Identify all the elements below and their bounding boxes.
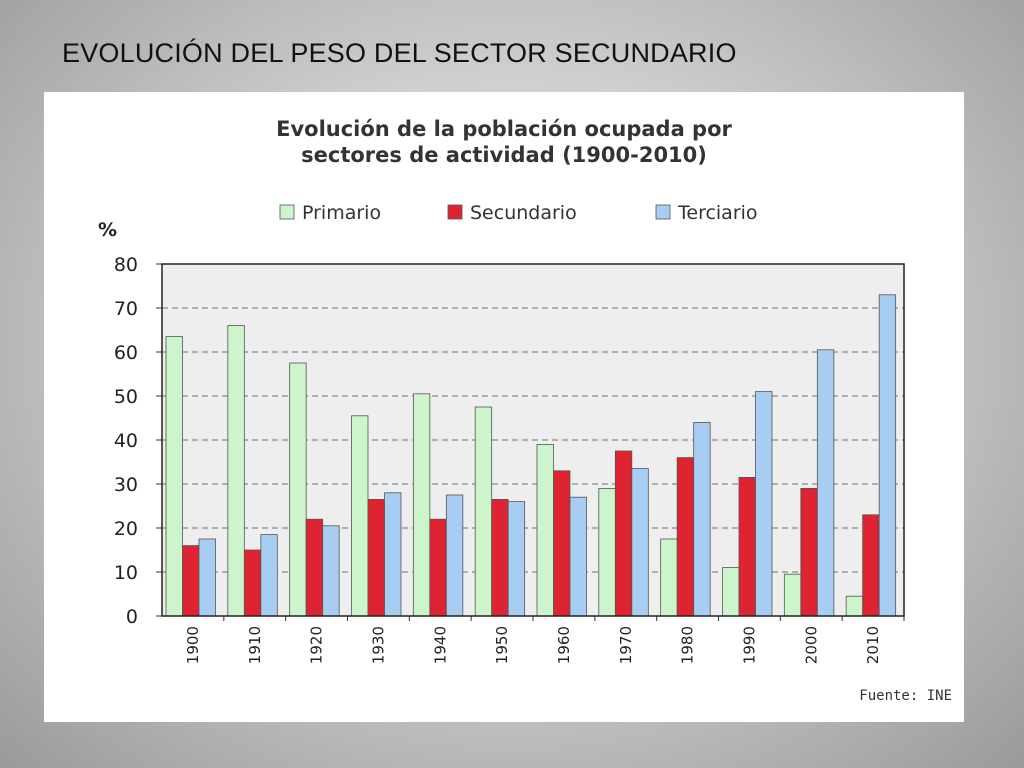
bar-primario-1920: [289, 362, 307, 617]
bar-terciario-1900: [198, 538, 216, 617]
legend-swatch-primario: [279, 204, 295, 220]
y-tick-label: 20: [114, 518, 138, 540]
y-axis-unit-label: %: [98, 219, 117, 241]
bar-terciario-1930: [384, 492, 402, 617]
y-tick-label: 10: [114, 562, 138, 584]
bar-secundario-1930: [367, 498, 385, 617]
legend-swatch-terciario: [655, 204, 671, 220]
bar-terciario-1920: [322, 525, 340, 617]
y-tick-label: 0: [126, 606, 138, 628]
x-category-label: 1960: [555, 626, 573, 664]
plot-border: [161, 263, 905, 617]
chart-title-line-1: Evolución de la población ocupada por: [276, 117, 732, 141]
bar-secundario-1960: [553, 470, 571, 617]
bar-terciario-1980: [693, 421, 711, 617]
x-category-label: 1970: [617, 626, 635, 664]
bar-secundario-1970: [614, 450, 633, 617]
x-category-label: 1930: [369, 626, 387, 664]
bar-secundario-1910: [243, 549, 262, 617]
bar-terciario-1960: [569, 496, 587, 617]
bar-secundario-1920: [305, 518, 324, 617]
plot-area: 0 10 20 30 40 50 60 70 80 1900 1910 1920 1930 1940 195…: [114, 254, 905, 664]
bar-primario-1940: [412, 393, 431, 617]
bar-secundario-1950: [491, 498, 509, 617]
bar-primario-1910: [227, 325, 245, 617]
y-tick-label: 50: [114, 386, 138, 408]
bar-primario-1900: [165, 336, 183, 617]
y-tick-label: 30: [114, 474, 138, 496]
x-category-label: 1940: [431, 626, 449, 664]
legend-label-secundario: Secundario: [470, 202, 577, 224]
bar-terciario-1940: [445, 494, 464, 617]
y-tick-label: 80: [114, 254, 138, 276]
x-category-label: 2010: [864, 626, 882, 664]
bar-primario-1950: [474, 406, 493, 617]
bar-terciario-1950: [507, 501, 526, 617]
bar-secundario-2000: [800, 487, 818, 617]
x-category-label: 1950: [493, 626, 511, 664]
bar-terciario-2000: [816, 349, 835, 617]
chart-legend: Primario Secundario Terciario: [279, 202, 758, 224]
chart-source-note: Fuente: INE: [859, 688, 952, 704]
y-tick-label: 40: [114, 430, 138, 452]
bar-primario-2000: [783, 573, 802, 617]
bar-terciario-1910: [260, 534, 278, 617]
bar-secundario-1940: [429, 518, 447, 617]
x-category-label: 1980: [679, 626, 697, 664]
slide-title: EVOLUCIÓN DEL PESO DEL SECTOR SECUNDARIO: [62, 38, 737, 68]
bar-primario-1930: [351, 415, 369, 617]
bar-secundario-1990: [738, 476, 756, 617]
bar-terciario-2010: [878, 294, 897, 617]
bar-primario-2010: [845, 595, 864, 617]
bar-terciario-1990: [755, 391, 773, 617]
bar-primario-1960: [536, 443, 554, 617]
legend-label-terciario: Terciario: [677, 202, 758, 224]
y-tick-label: 70: [114, 298, 138, 320]
x-category-label: 2000: [802, 626, 820, 664]
bar-terciario-1970: [631, 468, 649, 617]
x-category-label: 1910: [246, 626, 264, 664]
chart-panel: Evolución de la población ocupada por se…: [44, 92, 964, 722]
legend-swatch-secundario: [447, 204, 463, 220]
bar-secundario-1900: [182, 545, 200, 617]
y-tick-label: 60: [114, 342, 138, 364]
x-category-label: 1920: [308, 626, 326, 664]
x-category-label: 1990: [740, 626, 758, 664]
legend-label-primario: Primario: [302, 202, 381, 224]
chart-title-line-2: sectores de actividad (1900-2010): [301, 143, 707, 167]
bar-secundario-2010: [862, 514, 880, 617]
bar-primario-1990: [722, 567, 740, 617]
x-category-label: 1900: [184, 626, 202, 664]
bar-secundario-1980: [676, 457, 695, 617]
population-sectors-chart: Evolución de la población ocupada por se…: [98, 117, 952, 704]
bar-primario-1980: [660, 538, 678, 617]
bar-primario-1970: [598, 487, 616, 617]
